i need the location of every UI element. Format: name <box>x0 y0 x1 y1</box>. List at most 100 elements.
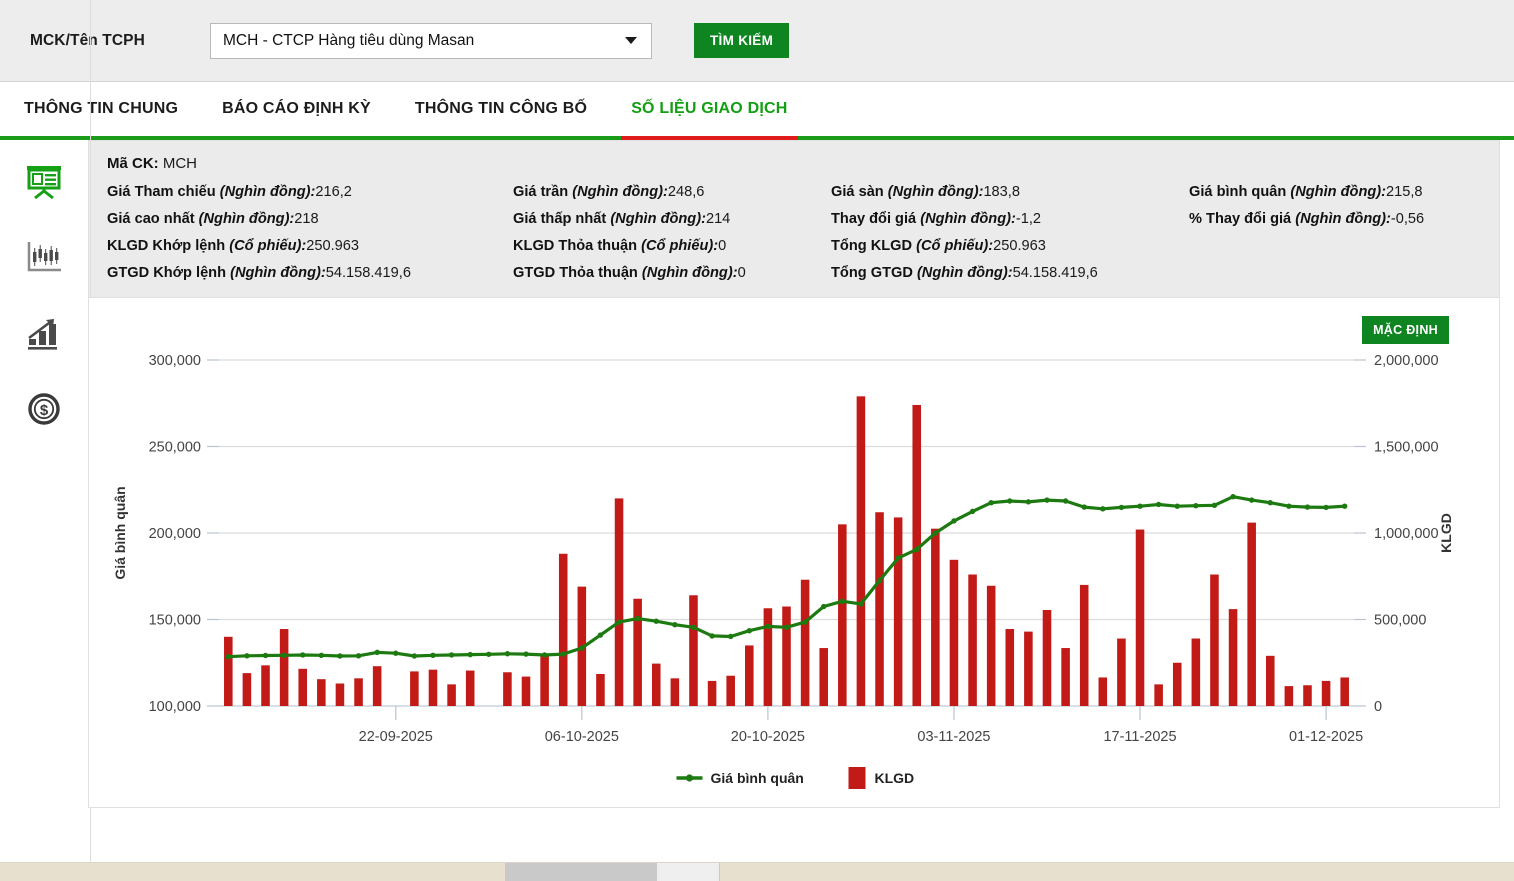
price-point[interactable] <box>1193 502 1199 509</box>
price-point[interactable] <box>355 653 362 659</box>
price-point[interactable] <box>1174 503 1180 509</box>
price-point[interactable] <box>486 651 492 657</box>
bar[interactable] <box>1005 629 1015 706</box>
price-point[interactable] <box>1267 500 1273 506</box>
sidebar-item-finance[interactable]: $ <box>21 386 67 432</box>
price-point[interactable] <box>1137 503 1143 509</box>
bar[interactable] <box>856 396 866 706</box>
bar[interactable] <box>465 670 475 706</box>
trading-chart[interactable]: 100,000 150,000 200,000 250,000 300,000 0 500,… <box>89 298 1485 806</box>
price-point[interactable] <box>393 650 399 656</box>
bar[interactable] <box>521 676 531 706</box>
price-point[interactable] <box>1304 504 1311 510</box>
bar[interactable] <box>335 683 345 706</box>
bar[interactable] <box>298 668 308 706</box>
price-point[interactable] <box>374 649 380 656</box>
tab-thong-tin-cong-bo[interactable]: THÔNG TIN CÔNG BỐ <box>414 100 588 117</box>
price-point[interactable] <box>727 633 734 640</box>
price-point[interactable] <box>1062 498 1069 504</box>
price-point[interactable] <box>1118 504 1125 511</box>
price-point[interactable] <box>411 653 418 659</box>
price-point[interactable] <box>244 653 250 659</box>
price-point[interactable] <box>821 603 827 610</box>
price-point[interactable] <box>802 619 808 625</box>
price-point[interactable] <box>765 623 771 630</box>
price-point[interactable] <box>1286 503 1292 509</box>
bar[interactable] <box>1117 638 1126 706</box>
bar[interactable] <box>949 559 959 706</box>
tab-thong-tin-chung[interactable]: THÔNG TIN CHUNG <box>24 100 179 117</box>
price-point[interactable] <box>262 652 269 659</box>
bar[interactable] <box>1172 662 1182 706</box>
price-point[interactable] <box>969 508 976 515</box>
bar[interactable] <box>1247 522 1256 706</box>
bar[interactable] <box>428 669 438 706</box>
price-point[interactable] <box>1100 506 1106 512</box>
bar[interactable] <box>745 645 754 706</box>
bar[interactable] <box>893 517 903 706</box>
price-point[interactable] <box>541 652 548 658</box>
price-point[interactable] <box>1007 498 1013 504</box>
price-point[interactable] <box>634 615 641 622</box>
bar[interactable] <box>614 498 624 706</box>
price-point[interactable] <box>951 518 957 524</box>
bar[interactable] <box>261 665 270 706</box>
price-point[interactable] <box>876 577 883 584</box>
bar[interactable] <box>1284 686 1294 706</box>
price-point[interactable] <box>1248 497 1255 503</box>
bar[interactable] <box>968 574 977 706</box>
price-point[interactable] <box>281 652 287 659</box>
bar[interactable] <box>1321 680 1331 706</box>
price-point[interactable] <box>1025 499 1032 505</box>
price-point[interactable] <box>1323 504 1329 511</box>
bar[interactable] <box>1098 677 1108 706</box>
price-point[interactable] <box>225 653 232 660</box>
bar[interactable] <box>651 663 661 706</box>
tab-bao-cao-dinh-ky[interactable]: BÁO CÁO ĐỊNH KỲ <box>222 100 371 117</box>
sidebar-item-statistics[interactable] <box>21 310 67 356</box>
price-point[interactable] <box>467 651 473 658</box>
price-point[interactable] <box>1044 497 1050 503</box>
price-point[interactable] <box>560 651 566 657</box>
price-point[interactable] <box>858 601 864 607</box>
price-point[interactable] <box>318 652 325 659</box>
legend-label-price[interactable]: Giá bình quân <box>711 770 804 786</box>
price-point[interactable] <box>1155 501 1162 508</box>
bar[interactable] <box>912 404 922 706</box>
price-point[interactable] <box>932 530 939 536</box>
scrollbar-track-right[interactable] <box>719 863 1514 881</box>
bar[interactable] <box>317 679 326 706</box>
bar[interactable] <box>242 673 252 706</box>
bar[interactable] <box>1061 648 1070 706</box>
price-point[interactable] <box>672 621 678 628</box>
price-point[interactable] <box>709 633 715 639</box>
scrollbar-track-left[interactable] <box>0 863 622 881</box>
bar[interactable] <box>1154 684 1163 706</box>
bar[interactable] <box>1340 677 1349 706</box>
price-point[interactable] <box>690 624 697 630</box>
price-point[interactable] <box>914 546 920 553</box>
bar[interactable] <box>986 585 996 706</box>
price-point[interactable] <box>783 624 790 630</box>
bar[interactable] <box>707 680 717 706</box>
price-point[interactable] <box>597 632 604 638</box>
bar[interactable] <box>354 678 363 706</box>
search-button[interactable]: TÌM KIẾM <box>694 23 790 58</box>
price-point[interactable] <box>337 653 343 659</box>
bar[interactable] <box>1210 574 1219 706</box>
bar[interactable] <box>931 528 940 706</box>
legend-label-volume[interactable]: KLGD <box>875 770 915 786</box>
price-point[interactable] <box>1211 502 1218 509</box>
price-point[interactable] <box>504 651 511 657</box>
bar[interactable] <box>800 579 810 706</box>
price-point[interactable] <box>988 500 994 506</box>
price-point[interactable] <box>1341 503 1348 509</box>
ticker-select[interactable]: MCH - CTCP Hàng tiêu dùng Masan <box>210 22 652 59</box>
price-point[interactable] <box>895 555 901 561</box>
bar[interactable] <box>540 654 549 706</box>
horizontal-scrollbar[interactable] <box>0 862 1514 881</box>
bar[interactable] <box>1079 584 1089 706</box>
scrollbar-thumb[interactable] <box>505 863 657 881</box>
bar[interactable] <box>1024 631 1033 706</box>
sidebar-item-candlestick[interactable] <box>21 234 67 280</box>
